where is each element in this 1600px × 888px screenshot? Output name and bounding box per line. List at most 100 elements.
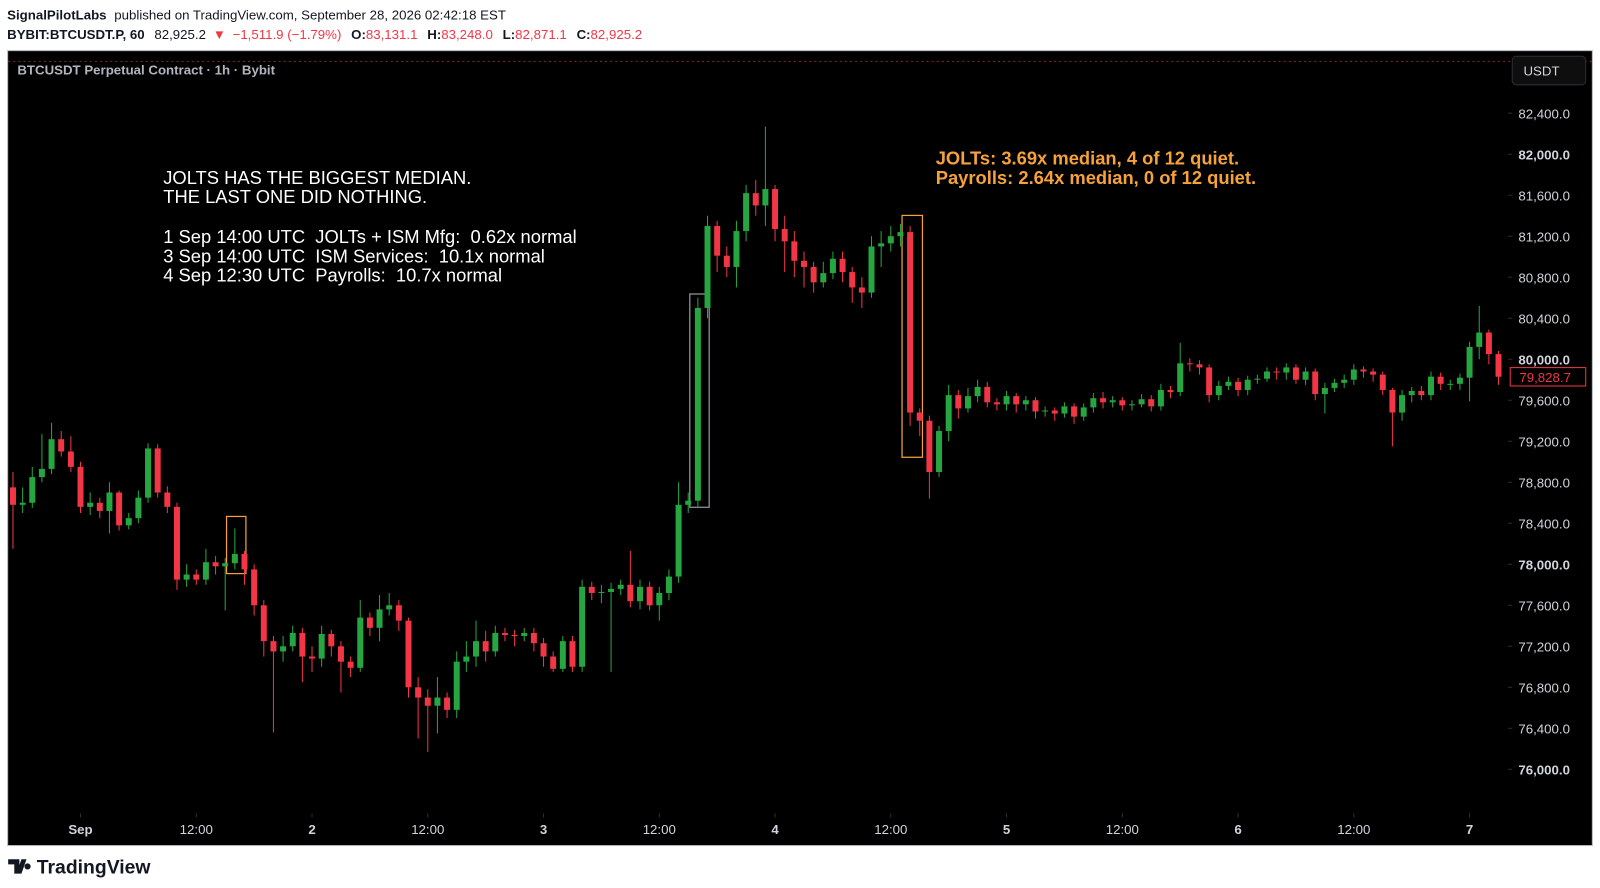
candle-body [1418,391,1425,396]
stat-line: Payrolls: 2.64x median, 0 of 12 quiet. [936,167,1256,188]
candle-body [1341,379,1348,383]
candle-body [19,502,26,505]
event-line: 4 Sep 12:30 UTC Payrolls: 10.7x normal [163,265,502,286]
ohlc-label: O: [351,27,366,42]
candle-body [993,402,1000,405]
plot: 76,000.0 76,400.0 76,800.0 77,200.0 77,600.0… [9,106,1587,837]
candle-body [656,592,663,606]
candle-body [212,562,219,567]
candle-body [1128,404,1135,406]
x-tick-label: 7 [1466,822,1473,837]
header-line-2: BYBIT:BTCUSDT.P, 60 82,925.2 ▼ −1,511.9 … [7,27,642,42]
candle-body [1100,398,1107,403]
y-tick-label: 81,600.0 [1518,188,1570,203]
candle-body [530,632,537,644]
ohlc-label: C: [577,27,591,42]
candle-body [1273,371,1280,373]
candle-body [1360,369,1367,372]
currency-label[interactable]: USDT [1523,64,1559,79]
candle-body [347,661,354,668]
candle-body [984,386,991,403]
candle-body [48,439,55,469]
candle-body [1215,385,1222,396]
highlight-box [689,293,710,508]
candle-body [675,504,682,577]
x-tick-label: 12:00 [874,822,907,837]
candle-body [1466,346,1473,378]
candle-body [434,697,441,706]
candle-body [135,497,142,519]
candle-body [444,697,451,710]
candle-body [280,646,287,652]
x-tick-label: 12:00 [643,822,676,837]
candle-body [1399,395,1406,413]
y-tick-label: 81,200.0 [1518,229,1570,244]
candle-body [637,586,643,602]
candle-body [193,574,200,580]
x-tick-label: 5 [1003,822,1010,837]
candle-body [955,395,962,409]
x-tick-label: 12:00 [411,822,444,837]
candle-body [453,661,460,710]
y-tick-label: 80,800.0 [1518,270,1570,285]
candle-body [945,395,952,431]
candle-body [116,492,123,526]
candle-body [1206,367,1213,396]
candle-body [559,641,566,669]
candle-body [1003,396,1010,405]
candle-body [492,632,499,652]
y-tick-label: 82,400.0 [1518,106,1570,121]
candle-body [858,287,865,293]
symbol: BYBIT:BTCUSDT.P, 60 [7,27,144,42]
candle-body [1389,389,1396,413]
candle-body [1186,363,1193,365]
candle-body [1177,363,1184,393]
candle-body [1235,381,1242,390]
candle-body [579,586,586,667]
candle-body [58,439,65,452]
candle-body [588,586,595,593]
candle-body [743,193,750,232]
candle-body [405,620,412,688]
y-tick-label: 78,800.0 [1518,475,1570,490]
header-line-1: SignalPilotLabs published on TradingView… [7,8,506,23]
ohlc-value: 83,248.0 [441,27,493,42]
highlight-box [901,214,924,458]
candle-body [77,466,84,507]
candle-body [154,448,161,493]
candle-body [386,605,393,610]
candle-body [473,641,479,657]
candle-body [1302,371,1309,380]
candle-body [241,554,248,570]
candle-body [482,641,489,652]
candle-body [1437,376,1444,384]
candle-body [964,396,971,409]
x-tick-label: 3 [540,822,547,837]
change: −1,511.9 (−1.79%) [233,27,342,42]
candle-body [752,193,759,206]
candle-body [907,232,914,413]
candle-body [87,502,94,507]
candle-body [231,554,238,564]
candle-body [781,229,788,242]
candle-body [125,518,132,526]
candle-body [1283,367,1290,373]
x-tick-label: 6 [1234,822,1241,837]
ohlc-value: 82,925.2 [591,27,643,42]
candle-body [1254,378,1261,380]
y-tick-label: 79,200.0 [1518,434,1570,449]
candle-body [646,586,653,606]
currency-button[interactable] [1511,55,1587,86]
y-tick-label: 78,000.0 [1518,557,1570,572]
ohlc-value: 83,131.1 [366,27,418,42]
candle-body [511,635,518,637]
candle-body [849,272,856,288]
candle-body [887,236,894,244]
candle-body [1321,387,1328,395]
candle-body [762,189,769,206]
candle-body [38,468,45,478]
candle-body [810,266,817,283]
candle-body [1196,364,1203,368]
candle-body [1022,400,1029,405]
